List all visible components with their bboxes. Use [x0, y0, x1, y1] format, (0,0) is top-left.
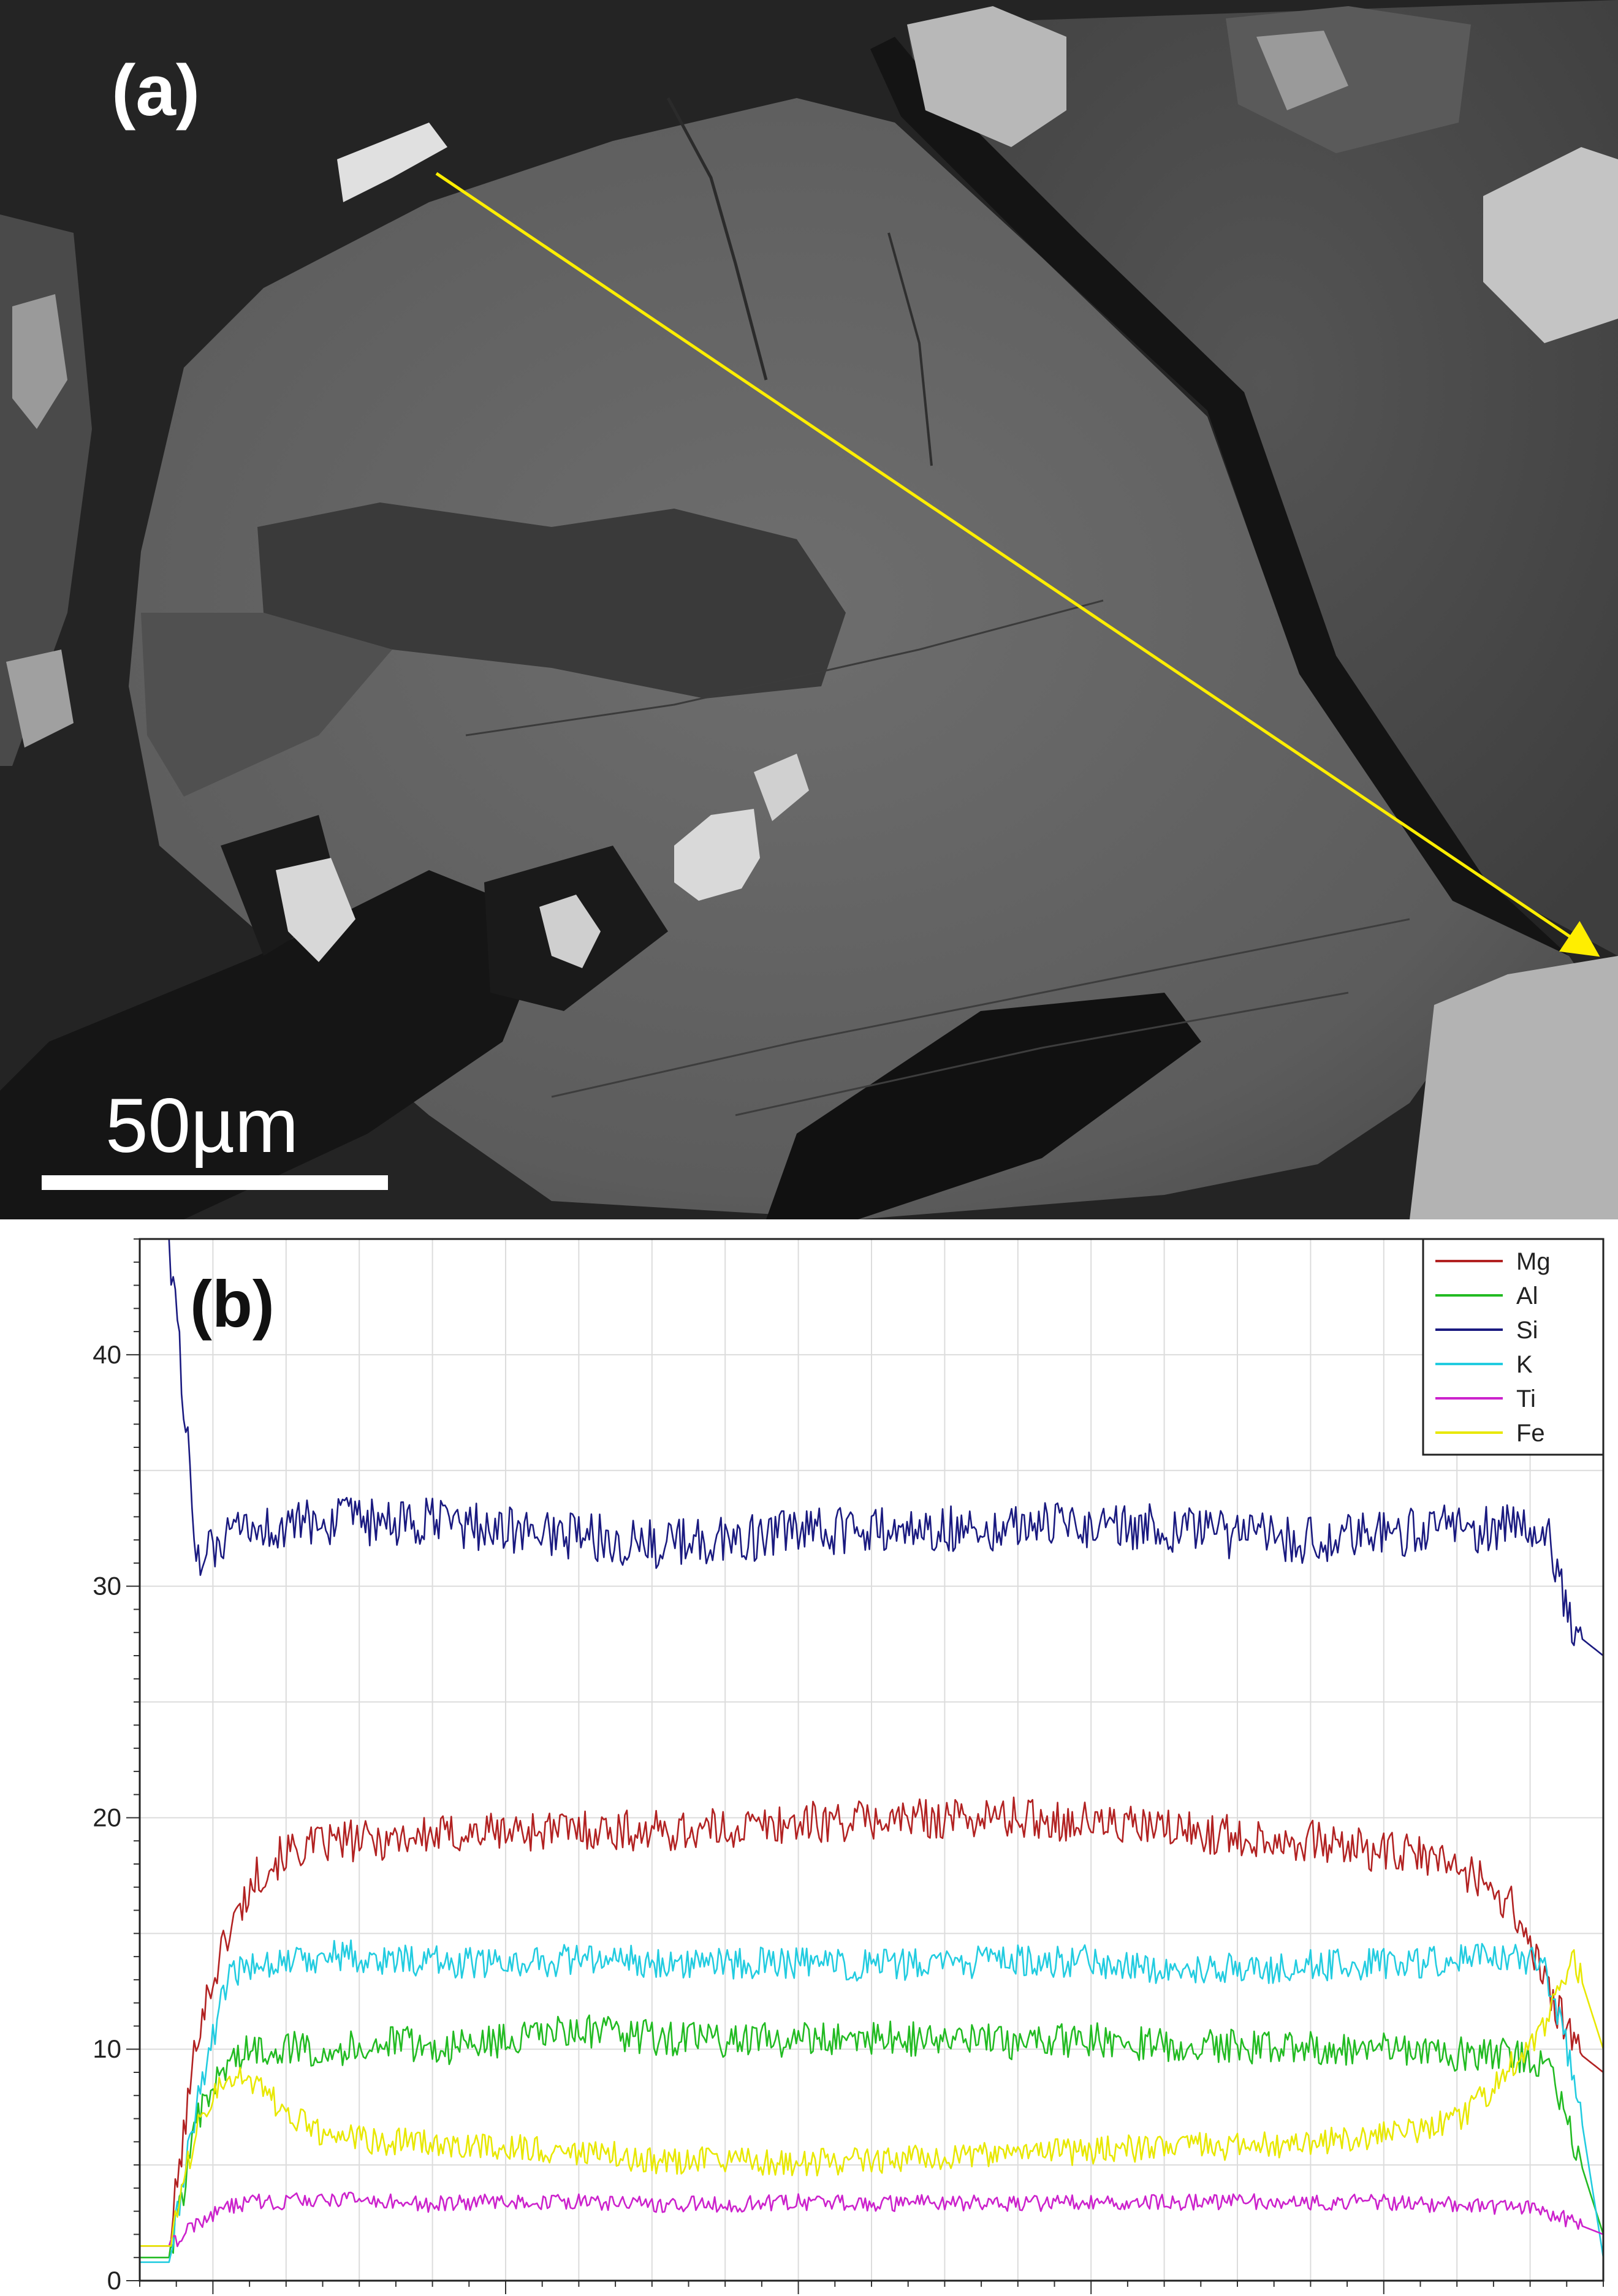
y-tick-label: 10: [93, 2034, 121, 2063]
series-line-fe: [140, 1949, 1605, 2247]
legend-label-mg: Mg: [1516, 1248, 1551, 1275]
scale-bar-label: 50µm: [105, 1083, 298, 1169]
line-scan-arrow: [435, 172, 1600, 957]
bright-crystal-bottom-right: [1410, 956, 1618, 1219]
x-axis: [139, 2281, 1604, 2294]
y-tick-label: 40: [93, 1340, 121, 1369]
series-line-k: [140, 1939, 1605, 2264]
series-line-ti: [140, 2191, 1604, 2248]
legend-label-si: Si: [1516, 1317, 1538, 1344]
legend-label-fe: Fe: [1516, 1420, 1545, 1447]
bright-crystal-right: [1483, 147, 1618, 343]
y-tick-label: 0: [107, 2266, 121, 2295]
series-line-al: [140, 2014, 1605, 2259]
legend: Mg Al Si K Ti Fe: [1422, 1238, 1605, 1456]
sem-micrograph-panel: (a) 50µm: [0, 0, 1618, 1219]
chart-series: [140, 1238, 1605, 2264]
scale-bar: [42, 1175, 388, 1190]
y-tick-label: 30: [93, 1572, 121, 1601]
panel-a-label: (a): [112, 50, 200, 131]
dark-crystal-bottom-left: [0, 870, 552, 1219]
dark-crystal-bottom-center: [766, 993, 1201, 1219]
eds-line-profile-panel: 0 10 20 30 40 (b) Mg Al Si K Ti Fe: [0, 1219, 1618, 2296]
legend-label-k: K: [1516, 1351, 1533, 1378]
y-tick-label: 20: [93, 1803, 121, 1832]
legend-label-al: Al: [1516, 1283, 1538, 1309]
inclusion-region: [257, 502, 846, 699]
panel-b-label: (b): [190, 1267, 275, 1341]
series-line-mg: [140, 1796, 1604, 2247]
plot-frame: [139, 1238, 1605, 2282]
legend-box: [1422, 1238, 1605, 1456]
legend-label-ti: Ti: [1516, 1385, 1536, 1412]
series-line-si: [140, 1238, 1604, 1657]
bright-inclusion-center: [674, 809, 760, 901]
bright-crystal-top: [907, 6, 1066, 147]
